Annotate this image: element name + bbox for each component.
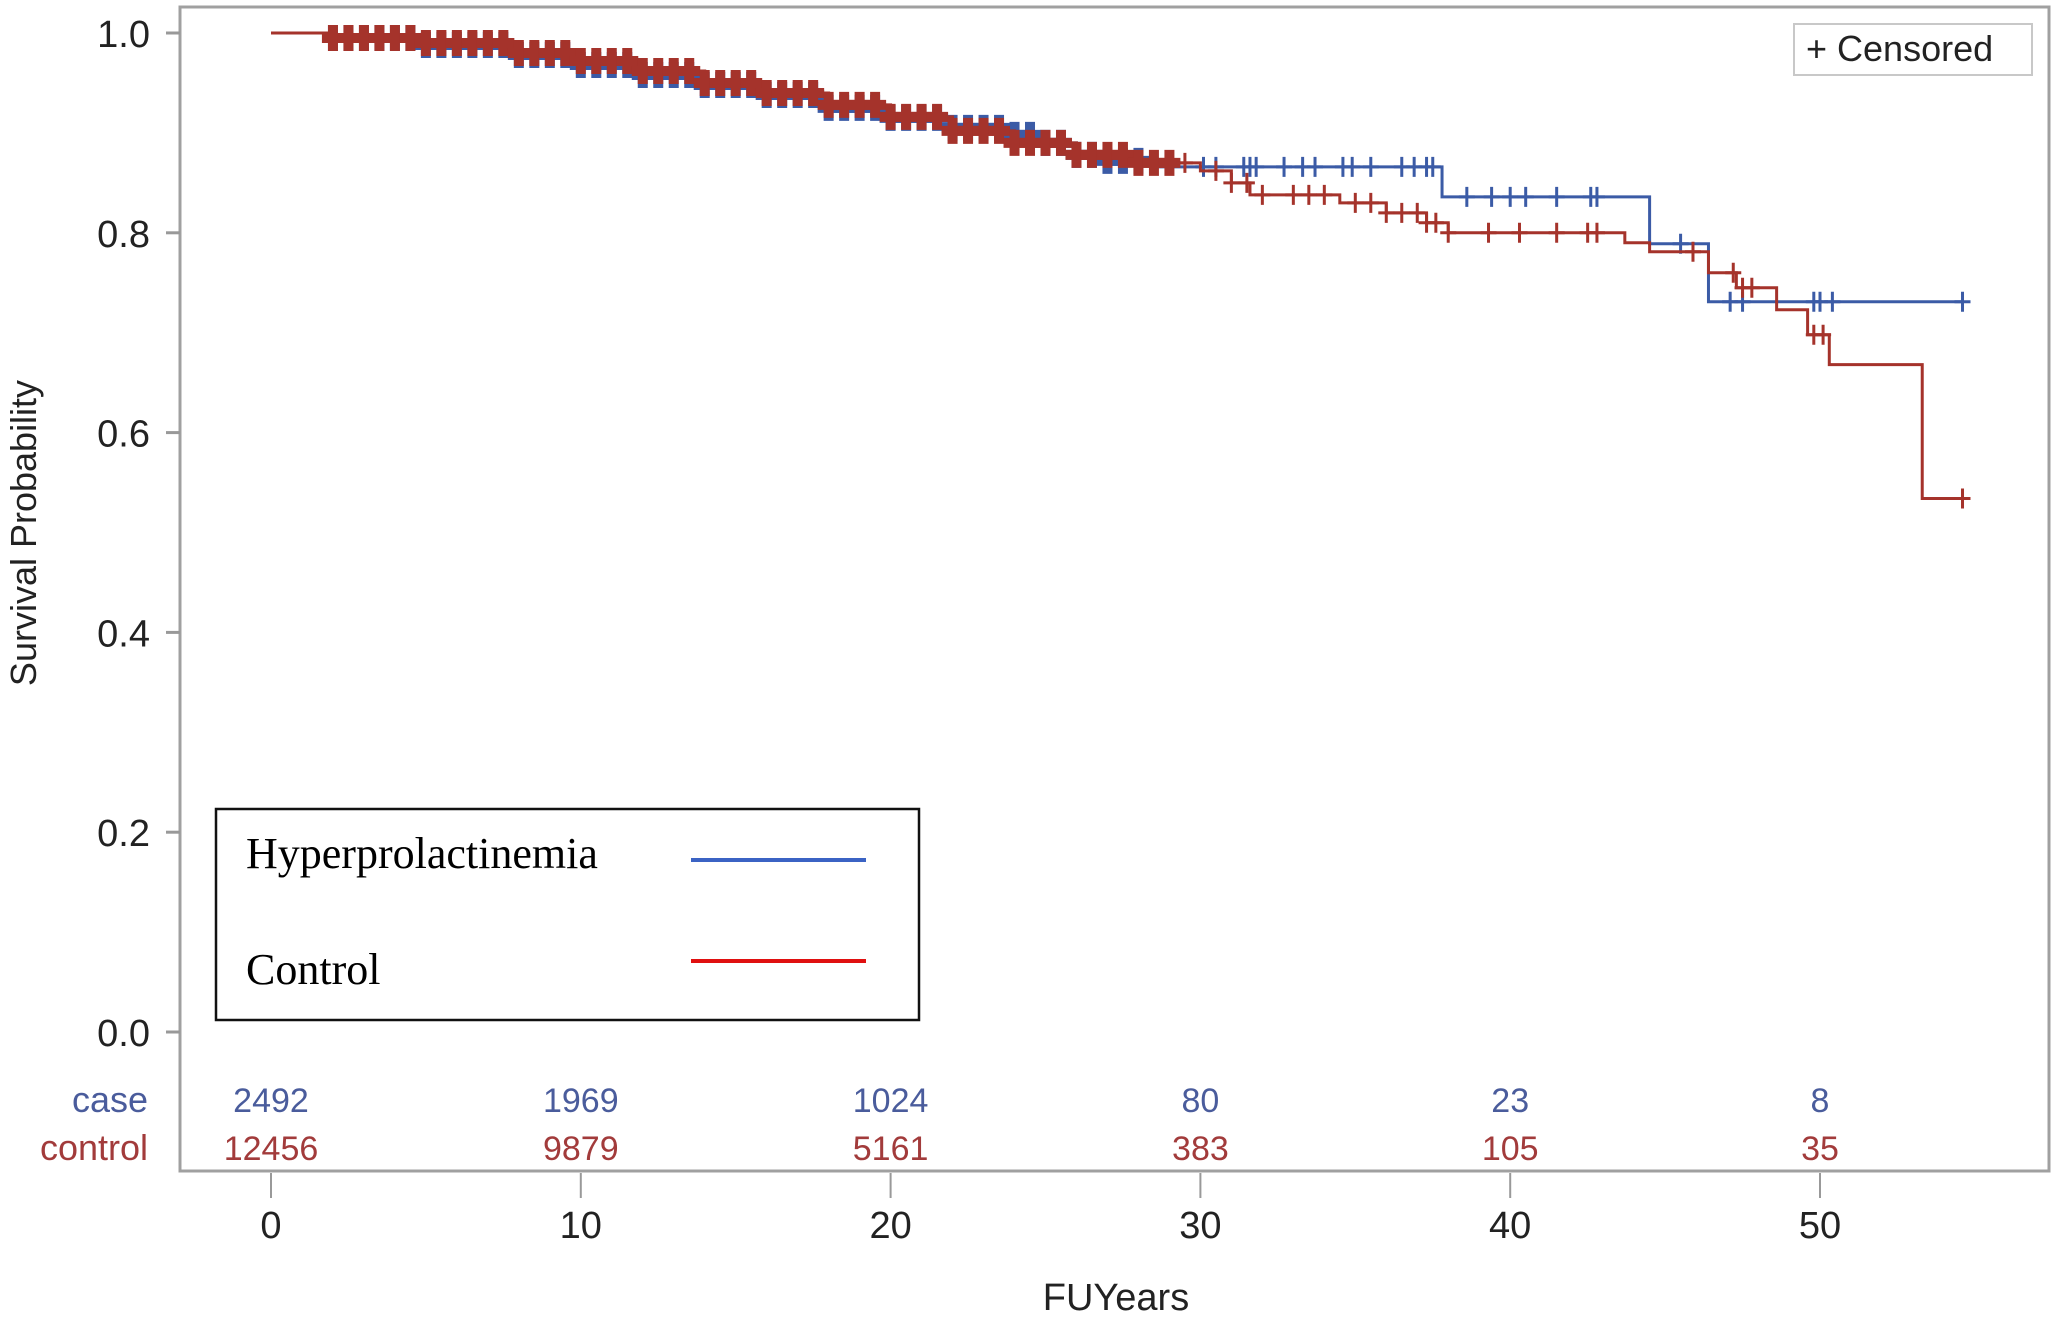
plot-frame xyxy=(178,5,2051,1173)
censor-mark xyxy=(1238,172,1255,193)
legend-label-control: Control xyxy=(246,945,380,994)
censor-mark xyxy=(1248,156,1265,177)
at-risk-value: 5161 xyxy=(853,1130,929,1168)
censor-mark xyxy=(1158,149,1181,176)
censor-mark xyxy=(1588,222,1605,243)
series-hyperprolactinemia xyxy=(271,24,1971,312)
censor-mark xyxy=(864,91,887,118)
censor-mark xyxy=(492,29,515,56)
censor-mark xyxy=(1548,222,1565,243)
censor-mark xyxy=(1207,160,1224,181)
series-legend: Hyperprolactinemia Control xyxy=(214,807,921,1022)
x-tick-label: 0 xyxy=(260,1205,281,1247)
censor-mark xyxy=(1483,186,1500,207)
censor-mark xyxy=(1378,202,1395,223)
censor-mark xyxy=(1424,156,1441,177)
series-control xyxy=(271,24,1971,509)
at-risk-value: 23 xyxy=(1491,1082,1529,1120)
censor-mark xyxy=(1725,262,1742,283)
at-risk-value: 383 xyxy=(1172,1130,1229,1168)
censor-mark xyxy=(1548,186,1565,207)
censored-legend: + Censored xyxy=(1793,23,2033,76)
censor-mark xyxy=(1588,186,1605,207)
censor-mark xyxy=(1049,129,1072,156)
censor-mark xyxy=(1480,222,1497,243)
y-tick-label: 0.2 xyxy=(97,813,150,855)
x-tick-label: 20 xyxy=(869,1205,911,1247)
x-tick-label: 30 xyxy=(1179,1205,1221,1247)
censor-mark xyxy=(1223,172,1240,193)
at-risk-value: 12456 xyxy=(224,1130,319,1168)
at-risk-value: 35 xyxy=(1801,1130,1839,1168)
censor-mark xyxy=(678,57,701,84)
at-risk-row-label-case: case xyxy=(72,1079,148,1120)
legend-label-hyperprolactinemia: Hyperprolactinemia xyxy=(246,829,598,878)
censor-mark xyxy=(1517,186,1534,207)
survival-curves xyxy=(271,24,1971,509)
at-risk-value: 8 xyxy=(1811,1082,1830,1120)
y-axis: 0.0 0.2 0.4 0.6 0.8 1.0 xyxy=(97,14,180,1055)
y-tick-label: 0.8 xyxy=(97,214,150,256)
y-tick-label: 0.0 xyxy=(97,1013,150,1055)
censor-mark xyxy=(1502,186,1519,207)
censor-mark xyxy=(1344,156,1361,177)
censor-mark xyxy=(1254,184,1271,205)
x-axis: 0 10 20 30 40 50 xyxy=(260,1173,1841,1247)
x-tick-label: 10 xyxy=(560,1205,602,1247)
censor-mark xyxy=(1362,156,1379,177)
censor-mark xyxy=(1954,291,1971,312)
censor-mark xyxy=(1743,277,1760,298)
censor-mark xyxy=(1176,152,1193,173)
y-axis-label: Survival Probability xyxy=(3,380,44,686)
at-risk-value: 105 xyxy=(1482,1130,1539,1168)
censor-mark xyxy=(802,79,825,106)
censor-mark xyxy=(1409,202,1426,223)
censor-mark xyxy=(1285,184,1302,205)
censor-mark xyxy=(1316,184,1333,205)
censor-mark xyxy=(1427,212,1444,233)
censor-mark xyxy=(1815,324,1832,345)
censor-mark xyxy=(554,39,577,66)
at-risk-value: 1024 xyxy=(853,1082,929,1120)
x-tick-label: 50 xyxy=(1799,1205,1841,1247)
at-risk-value: 2492 xyxy=(233,1082,309,1120)
censored-legend-label: + Censored xyxy=(1806,28,1993,69)
censor-mark xyxy=(1824,291,1841,312)
y-tick-label: 0.6 xyxy=(97,414,150,456)
at-risk-value: 80 xyxy=(1181,1082,1219,1120)
censor-mark xyxy=(616,47,639,74)
y-tick-label: 0.4 xyxy=(97,613,150,655)
censor-mark xyxy=(1307,156,1324,177)
censor-mark xyxy=(1362,192,1379,213)
at-risk-table: case 2492 1969 1024 80 23 8 control 12456 9879 516… xyxy=(40,1079,1839,1168)
x-tick-label: 40 xyxy=(1489,1205,1531,1247)
censor-mark xyxy=(1300,184,1317,205)
at-risk-row-label-control: control xyxy=(40,1127,148,1168)
censor-mark xyxy=(1458,186,1475,207)
y-tick-label: 1.0 xyxy=(97,14,150,56)
at-risk-value: 9879 xyxy=(543,1130,619,1168)
x-axis-label: FUYears xyxy=(1043,1277,1189,1319)
censor-mark xyxy=(988,117,1011,144)
censor-mark xyxy=(740,69,763,96)
survival-line xyxy=(271,31,1963,501)
censor-mark xyxy=(926,103,949,130)
censor-mark xyxy=(1511,222,1528,243)
censor-mark xyxy=(1276,156,1293,177)
censor-mark xyxy=(1111,141,1134,168)
at-risk-value: 1969 xyxy=(543,1082,619,1120)
censor-mark xyxy=(1954,488,1971,509)
censor-mark xyxy=(1347,192,1364,213)
censor-mark xyxy=(1684,241,1701,262)
censor-mark xyxy=(1440,222,1457,243)
censor-mark xyxy=(1393,202,1410,223)
